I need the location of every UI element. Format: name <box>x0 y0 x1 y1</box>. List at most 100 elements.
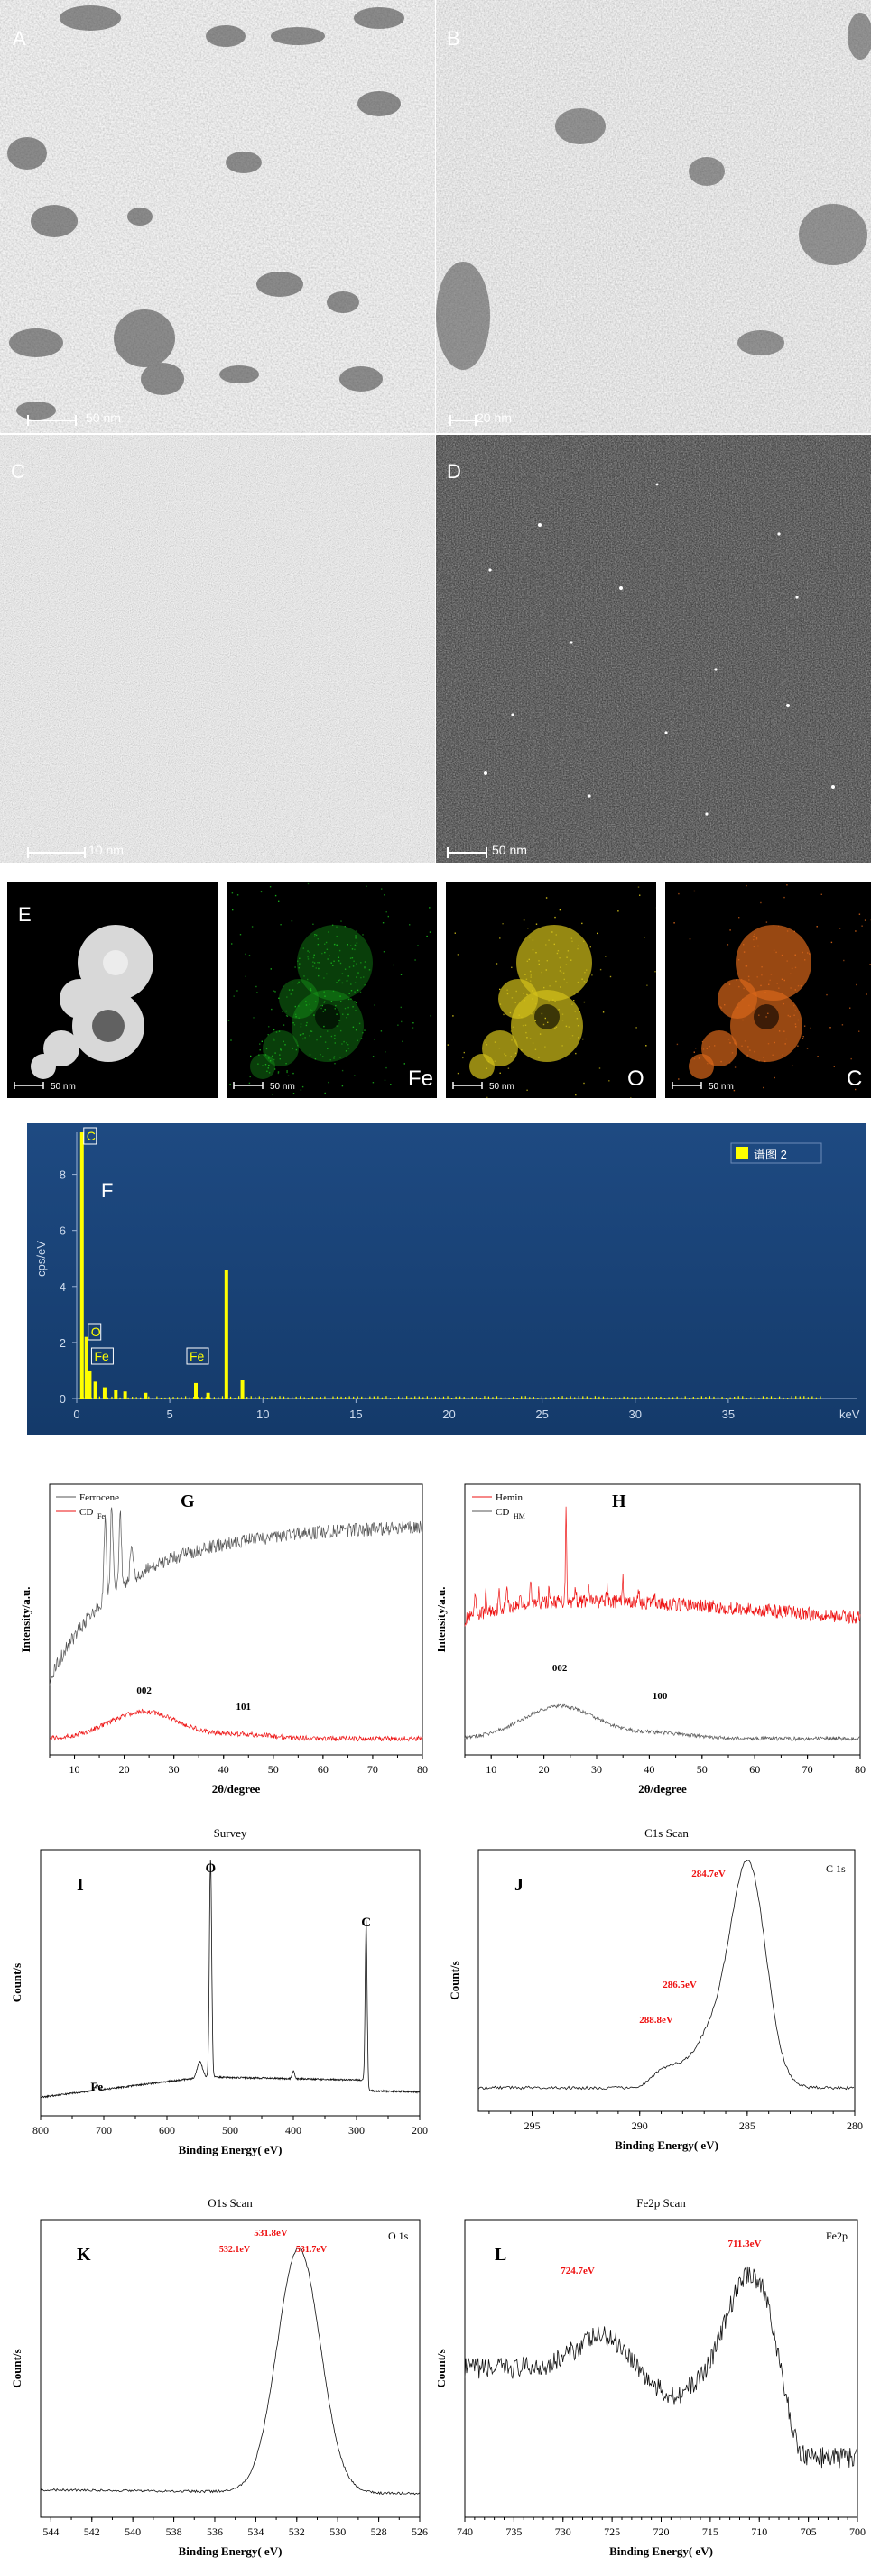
speckle <box>332 990 335 993</box>
x-axis-label: Binding Energy( eV) <box>615 2138 718 2152</box>
speckle <box>305 1000 307 1002</box>
x-tick-label: 10 <box>256 1408 269 1421</box>
spectrum-baseline-bar <box>742 1396 744 1399</box>
speckle <box>532 990 533 992</box>
speckle <box>345 1050 347 1052</box>
x-tick-label: 80 <box>855 1763 866 1776</box>
speckle <box>294 966 296 968</box>
peak-annotation: 284.7eV <box>691 1869 726 1879</box>
speckle <box>336 982 338 983</box>
speckle <box>268 1072 271 1074</box>
spectrum-baseline-bar <box>639 1397 641 1399</box>
speckle <box>249 1076 251 1078</box>
particle <box>60 979 99 1019</box>
speckle <box>583 940 585 942</box>
xrd-series-cd-hm <box>464 1703 861 1742</box>
speckle <box>719 1006 721 1008</box>
speckle <box>570 959 572 961</box>
spectrum-baseline-bar <box>635 1397 637 1399</box>
speckle <box>529 970 532 973</box>
spectrum-peak-bar <box>240 1380 245 1399</box>
spectrum-baseline-bar <box>234 1397 236 1399</box>
speckle <box>283 1024 285 1026</box>
speckle <box>767 1012 769 1014</box>
speckle <box>499 1072 501 1074</box>
speckle <box>850 1057 852 1060</box>
spectrum-baseline-bar <box>676 1396 678 1399</box>
tem-image-a: A 50 nm <box>0 0 435 433</box>
eds-spectrum-svg: 0 2 4 6 8 0 5 10 15 20 25 30 35 keV cps/eV F 谱图 2 C O Fe Fe <box>27 1123 866 1435</box>
speckle <box>324 1092 326 1094</box>
spectrum-peak-bar <box>194 1382 198 1399</box>
speckle <box>286 1070 288 1072</box>
speckle <box>327 958 329 960</box>
speckle <box>532 998 533 1000</box>
speckle <box>328 1081 329 1084</box>
spectrum-baseline-bar <box>164 1397 166 1399</box>
speckle <box>330 962 332 964</box>
speckle <box>561 1045 563 1047</box>
speckle <box>321 1004 323 1007</box>
legend-label: Ferrocene <box>79 1492 119 1503</box>
speckle <box>334 1008 336 1010</box>
speckle <box>714 1045 716 1047</box>
spectrum-baseline-bar <box>492 1397 494 1399</box>
peak-label-box <box>83 1127 97 1145</box>
speckle <box>809 953 811 955</box>
x-axis-label: Binding Energy( eV) <box>609 2544 713 2558</box>
speckle <box>608 1080 610 1082</box>
x-tick-label: 50 <box>697 1763 708 1776</box>
speckle <box>286 996 288 998</box>
speckle <box>599 968 602 971</box>
speckle <box>552 999 554 1001</box>
speckle <box>271 1008 273 1011</box>
plot-frame <box>464 1483 861 1756</box>
spectrum-baseline-bar <box>410 1397 412 1399</box>
spectrum-baseline-bar <box>700 1396 702 1399</box>
spectrum-baseline-bar <box>459 1396 461 1399</box>
speckle <box>843 959 845 962</box>
speckle <box>299 963 301 965</box>
speckle <box>578 1037 579 1039</box>
speckle <box>336 1013 338 1015</box>
speckle <box>560 966 561 968</box>
speckle <box>339 995 341 997</box>
speckle <box>571 940 573 942</box>
speckle <box>315 934 318 937</box>
speckle <box>267 1067 269 1069</box>
spectrum-baseline-bar <box>799 1396 801 1399</box>
speckle <box>746 965 748 967</box>
speckle <box>336 936 338 937</box>
speckle <box>764 1060 766 1063</box>
speckle <box>637 886 640 888</box>
plot-frame <box>464 2219 858 2518</box>
spectrum-baseline-bar <box>574 1397 576 1399</box>
speckle <box>583 1082 585 1085</box>
speckle <box>273 990 275 992</box>
particle-cluster <box>689 925 811 1079</box>
speckle <box>767 1043 770 1045</box>
speckle <box>496 963 498 965</box>
speckle <box>768 983 770 985</box>
eds-map-fe: Fe 50 nm <box>227 882 437 1098</box>
speckle <box>326 948 329 950</box>
speckle <box>341 1069 344 1072</box>
speckle <box>765 1016 767 1018</box>
spectrum-baseline-bar <box>570 1396 571 1399</box>
panel-label-k: K <box>77 2245 91 2265</box>
speckle <box>733 1089 736 1092</box>
speckle <box>503 1013 505 1016</box>
speckle <box>521 1016 523 1019</box>
speckle <box>360 976 362 979</box>
speckle <box>783 1030 785 1032</box>
speckle <box>783 896 785 899</box>
speckle <box>545 897 548 899</box>
speckle <box>231 943 233 945</box>
x-tick-label: 70 <box>367 1763 378 1776</box>
speckle <box>318 967 320 970</box>
speckle <box>570 937 573 939</box>
spectrum-baseline-bar <box>271 1396 273 1399</box>
speckle <box>355 1029 357 1031</box>
spectrum-baseline-bar <box>463 1397 465 1399</box>
speckle <box>253 1017 255 1019</box>
